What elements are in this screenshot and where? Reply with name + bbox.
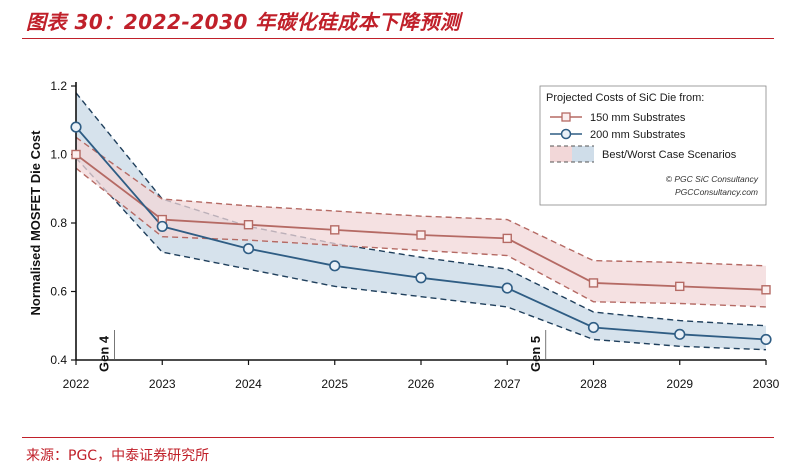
y-tick-label: 1.0 [50,148,67,162]
point-150mm-2029 [675,281,685,292]
legend-swatch-band-150mm [550,146,572,162]
point-200mm-2028 [587,321,600,334]
legend-marker-200mm [560,128,572,140]
legend-box [539,85,767,206]
point-200mm-2029 [674,328,686,340]
point-200mm-2030 [760,333,772,346]
credit-line-1: © PGC SiC Consultancy [666,174,759,184]
figure-title: 图表 30：2022-2030 年碳化硅成本下降预测 [26,10,461,34]
x-tick-label: 2030 [753,377,780,391]
band-edge-best-150mm [75,167,767,308]
x-tick-label: 2023 [149,377,176,391]
point-200mm-2023 [156,220,168,233]
x-tick-label: 2027 [494,377,521,391]
legend-label-band: Best/Worst Case Scenarios [602,149,737,161]
credit-line-2: PGCConsultancy.com [675,187,758,197]
x-tick-label: 2028 [580,377,607,391]
band-edge-worst-200mm [75,92,767,327]
point-200mm-2025 [329,260,341,272]
point-150mm-2025 [330,225,340,235]
x-tick-label: 2024 [235,377,262,391]
source-divider [22,437,774,438]
point-200mm-2027 [501,282,513,294]
point-150mm-2028 [588,278,599,288]
y-tick-label: 0.6 [50,285,67,299]
band-edge-worst-150mm [75,136,767,267]
point-150mm-2027 [502,233,512,244]
source-note: 来源：PGC，中泰证券研究所 [26,448,210,464]
x-tick-label: 2022 [63,377,90,391]
point-200mm-2024 [242,243,255,255]
point-150mm-2024 [243,220,254,230]
legend-swatch-band-200mm [572,146,594,162]
x-tick-label: 2026 [408,377,435,391]
legend-title: Projected Costs of SiC Die from: [546,92,704,104]
title-divider [22,38,774,39]
y-tick-label: 0.8 [50,216,67,230]
band-150mm [76,137,766,307]
legend-marker-150mm [561,112,571,122]
gen-label-4: Gen 4 [97,335,112,372]
point-150mm-2030 [761,285,771,295]
legend-label-150mm: 150 mm Substrates [590,112,686,124]
point-150mm-2022 [71,149,81,160]
y-tick-label: 0.4 [50,353,67,367]
y-tick-label: 1.2 [50,79,67,93]
point-200mm-2022 [70,121,82,133]
point-150mm-2026 [416,230,426,240]
band-edge-best-200mm [75,157,767,351]
x-tick-label: 2025 [321,377,348,391]
x-tick-label: 2029 [666,377,693,391]
legend-label-200mm: 200 mm Substrates [590,129,686,141]
gen-label-5: Gen 5 [528,336,543,372]
y-axis-label: Normalised MOSFET Die Cost [28,130,43,316]
point-200mm-2026 [415,272,427,284]
